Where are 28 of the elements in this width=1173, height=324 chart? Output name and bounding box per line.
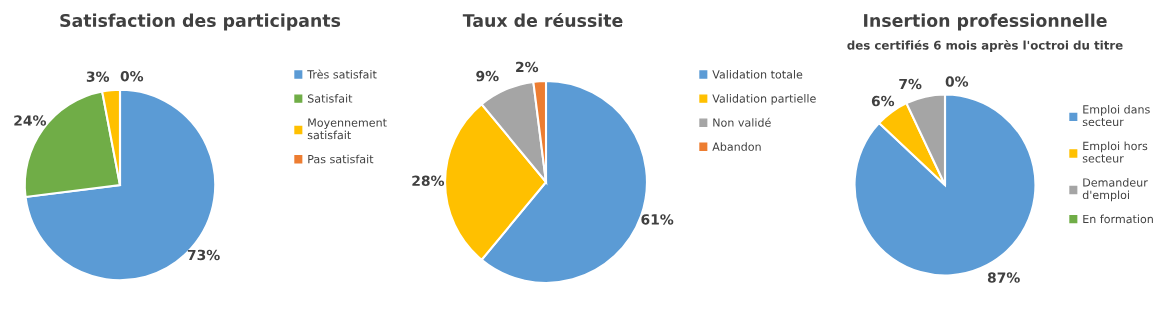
legend-label: Pas satisfait <box>308 154 374 164</box>
chart-title: Insertion professionnelle <box>864 13 1107 31</box>
data-label: 6% <box>871 95 895 107</box>
chart-title: Satisfaction des participants <box>60 13 341 31</box>
legend-label: Emploi hors secteur <box>1082 141 1148 163</box>
legend-label: Abandon <box>712 142 761 151</box>
data-label: 28% <box>412 175 445 187</box>
legend-label: Satisfait <box>307 94 353 103</box>
data-label: 3% <box>86 71 110 82</box>
chart-title: Taux de réussite <box>462 12 623 28</box>
legend-label: Validation partielle <box>712 94 816 105</box>
chart-subtitle: des certifiés 6 mois après l'octroi du titre <box>847 40 1123 52</box>
legend-label: Emploi dans secteur <box>1082 105 1150 127</box>
legend-label: Très satisfait <box>307 69 377 79</box>
legend-label: Moyennement satisfait <box>307 118 387 140</box>
legend-label: Demandeur d'emploi <box>1082 178 1148 202</box>
legend-label: En formation <box>1083 214 1153 224</box>
text: 0% <box>120 70 144 82</box>
text: 0% <box>945 76 969 87</box>
legend-label: Validation totale <box>712 70 803 79</box>
data-label: 2% <box>516 61 539 73</box>
data-label: 7% <box>899 78 922 90</box>
data-label: 87% <box>987 272 1020 283</box>
data-label: 9% <box>476 70 499 82</box>
data-label: 73% <box>187 249 220 261</box>
legend-label: Non validé <box>713 117 771 127</box>
data-label: 61% <box>641 214 674 225</box>
data-label: 24% <box>14 115 47 126</box>
